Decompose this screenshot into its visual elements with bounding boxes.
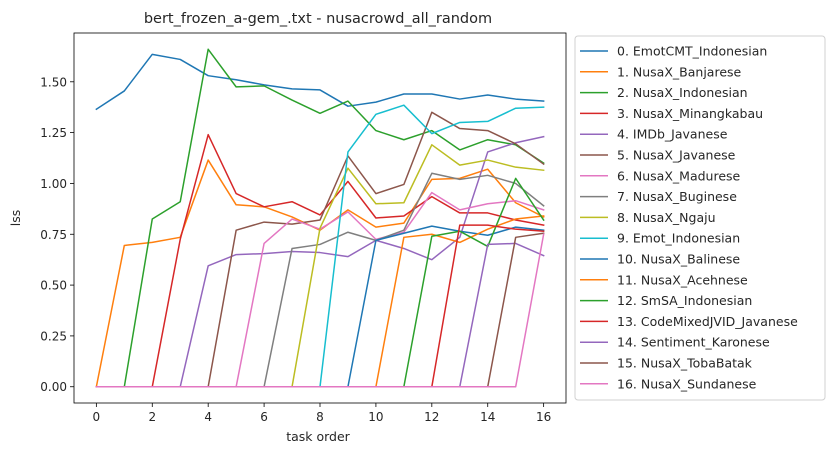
y-tick-label: 0.25 bbox=[40, 329, 67, 343]
plot-area bbox=[73, 32, 567, 404]
legend-item: 1. NusaX_Banjarese bbox=[580, 64, 742, 79]
y-axis-label: lss bbox=[8, 210, 23, 227]
legend-label: 14. Sentiment_Karonese bbox=[617, 335, 770, 350]
legend-label: 12. SmSA_Indonesian bbox=[617, 293, 752, 308]
legend-label: 1. NusaX_Banjarese bbox=[617, 64, 742, 79]
legend-label: 9. Emot_Indonesian bbox=[617, 231, 740, 246]
legend-item: 14. Sentiment_Karonese bbox=[580, 335, 770, 350]
legend-item: 9. Emot_Indonesian bbox=[580, 231, 740, 246]
y-tick-label: 0.50 bbox=[40, 279, 67, 293]
x-tick-label: 8 bbox=[316, 410, 324, 424]
series-line-16 bbox=[95, 233, 545, 388]
legend-label: 4. IMDb_Javanese bbox=[617, 127, 728, 142]
legend-label: 10. NusaX_Balinese bbox=[617, 252, 740, 267]
series-line-3 bbox=[95, 133, 545, 388]
legend-label: 0. EmotCMT_Indonesian bbox=[617, 44, 767, 59]
y-tick-label: 1.25 bbox=[40, 126, 67, 140]
x-tick-label: 2 bbox=[148, 410, 156, 424]
y-tick-label: 0.00 bbox=[40, 380, 67, 394]
legend-item: 0. EmotCMT_Indonesian bbox=[580, 44, 767, 59]
legend-item: 13. CodeMixedJVID_Javanese bbox=[580, 314, 798, 329]
y-tick-label: 1.00 bbox=[40, 177, 67, 191]
legend-label: 2. NusaX_Indonesian bbox=[617, 85, 748, 100]
legend-item: 5. NusaX_Javanese bbox=[580, 148, 736, 163]
legend-item: 7. NusaX_Buginese bbox=[580, 189, 737, 204]
x-axis: 0 2 4 6 8 10 12 14 16 bbox=[93, 403, 551, 424]
series-line-0 bbox=[95, 53, 545, 111]
legend-label: 7. NusaX_Buginese bbox=[617, 189, 737, 204]
y-axis: 0.00 0.25 0.50 0.75 1.00 1.25 1.50 bbox=[40, 75, 74, 394]
y-tick-label: 1.50 bbox=[40, 75, 67, 89]
legend-items: 0. EmotCMT_Indonesian 1. NusaX_Banjarese 2… bbox=[580, 44, 798, 391]
x-tick-label: 10 bbox=[368, 410, 383, 424]
series-layer bbox=[95, 48, 545, 388]
x-axis-label: task order bbox=[286, 429, 350, 444]
legend-item: 11. NusaX_Acehnese bbox=[580, 272, 748, 287]
legend-label: 13. CodeMixedJVID_Javanese bbox=[617, 314, 798, 329]
legend-label: 16. NusaX_Sundanese bbox=[617, 376, 757, 391]
x-tick-label: 4 bbox=[204, 410, 212, 424]
legend-item: 10. NusaX_Balinese bbox=[580, 252, 740, 267]
x-tick-label: 14 bbox=[480, 410, 495, 424]
series-line-2 bbox=[95, 48, 545, 388]
legend: 0. EmotCMT_Indonesian 1. NusaX_Banjarese 2… bbox=[574, 35, 826, 401]
legend-label: 11. NusaX_Acehnese bbox=[617, 272, 748, 287]
x-tick-label: 0 bbox=[93, 410, 101, 424]
legend-label: 5. NusaX_Javanese bbox=[617, 148, 736, 163]
legend-label: 8. NusaX_Ngaju bbox=[617, 210, 716, 225]
legend-item: 4. IMDb_Javanese bbox=[580, 127, 728, 142]
legend-frame bbox=[574, 35, 826, 401]
chart-title: bert_frozen_a-gem_.txt - nusacrowd_all_r… bbox=[144, 11, 492, 27]
legend-label: 6. NusaX_Madurese bbox=[617, 168, 741, 183]
legend-label: 15. NusaX_TobaBatak bbox=[617, 356, 753, 371]
legend-item: 8. NusaX_Ngaju bbox=[580, 210, 716, 225]
legend-item: 15. NusaX_TobaBatak bbox=[580, 356, 753, 371]
y-tick-label: 0.75 bbox=[40, 228, 67, 242]
legend-item: 3. NusaX_Minangkabau bbox=[580, 106, 763, 121]
legend-item: 6. NusaX_Madurese bbox=[580, 168, 741, 183]
x-tick-label: 12 bbox=[424, 410, 439, 424]
legend-item: 12. SmSA_Indonesian bbox=[580, 293, 752, 308]
legend-item: 16. NusaX_Sundanese bbox=[580, 376, 757, 391]
legend-item: 2. NusaX_Indonesian bbox=[580, 85, 748, 100]
x-tick-label: 16 bbox=[536, 410, 551, 424]
x-tick-label: 6 bbox=[260, 410, 268, 424]
legend-label: 3. NusaX_Minangkabau bbox=[617, 106, 763, 121]
